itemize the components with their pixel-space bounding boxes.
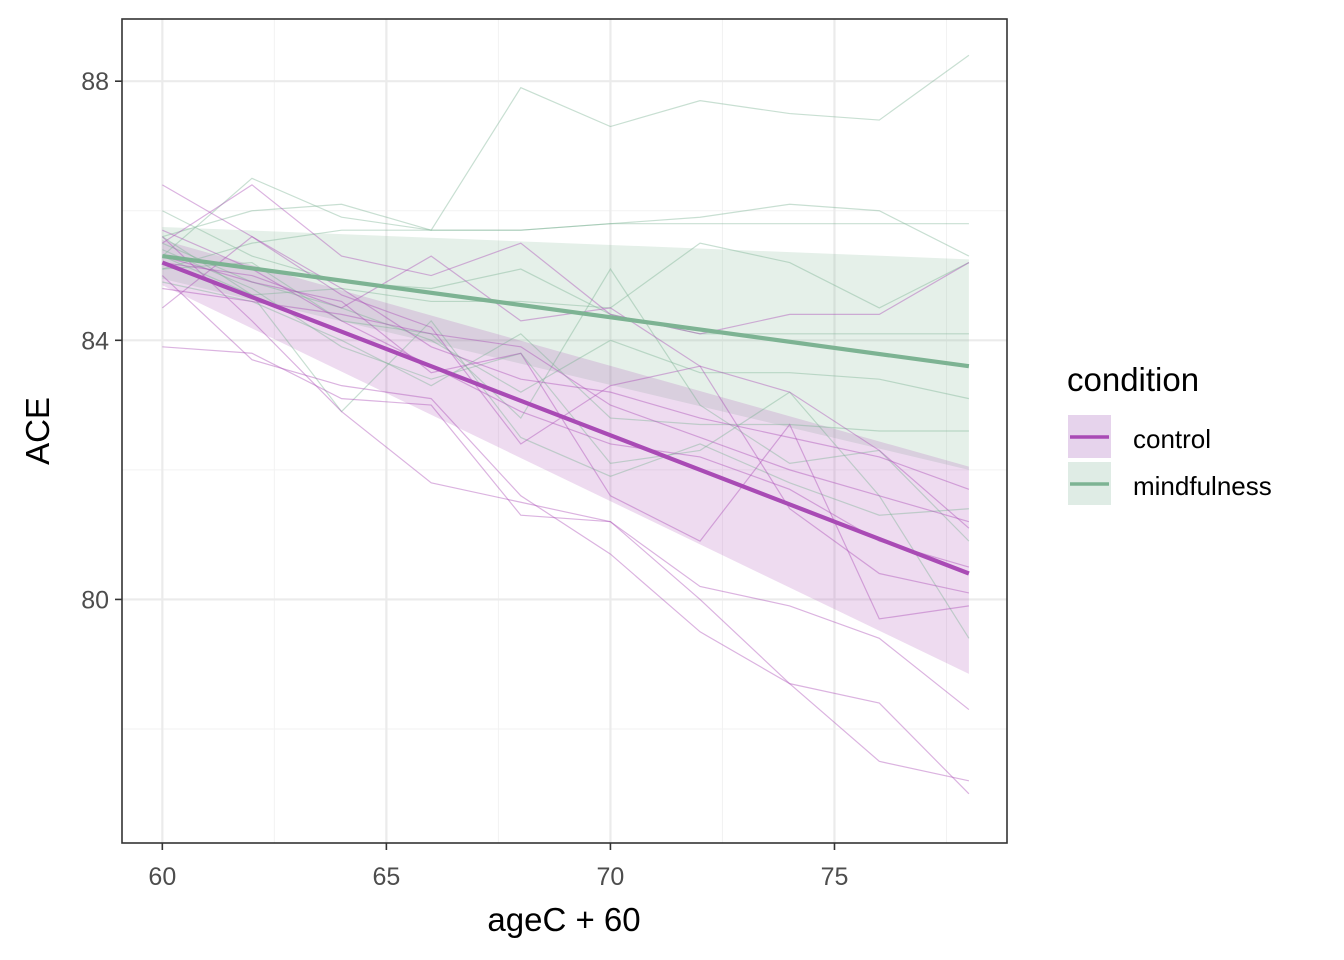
y-axis-title: ACE: [19, 397, 56, 465]
trajectory-control: [162, 346, 970, 711]
y-axis-ticks: 80 84 88: [81, 68, 122, 614]
x-tick-label: 70: [597, 863, 625, 891]
trajectory-control: [161, 235, 970, 594]
legend-title: condition: [1067, 361, 1199, 398]
fit-lines: [161, 254, 970, 576]
trajectory-mindfulness: [162, 242, 970, 400]
y-tick-label: 84: [81, 327, 109, 355]
trajectory-mindfulness: [162, 281, 969, 432]
trajectory-control: [162, 229, 970, 568]
trajectory-mindfulness: [162, 249, 970, 639]
trajectory-control: [162, 184, 970, 335]
confidence-ribbons: [162, 226, 969, 674]
ribbon-control: [162, 239, 969, 674]
fit-line-mindfulness: [162, 254, 970, 369]
trajectory-control: [161, 275, 970, 795]
plot-background: [122, 19, 1007, 843]
grid: [122, 19, 1007, 843]
fit-line-control: [161, 260, 970, 576]
trajectory-control: [162, 255, 970, 529]
trajectory-mindfulness: [162, 236, 969, 516]
trajectory-mindfulness: [162, 242, 970, 309]
x-axis-title: ageC + 60: [487, 901, 640, 938]
plot-border: [121, 18, 1008, 844]
legend-item-mindfulness: mindfulness: [1068, 462, 1272, 505]
trajectory-control: [161, 236, 970, 782]
trajectory-control: [162, 287, 970, 523]
trajectory-mindfulness: [162, 54, 970, 238]
legend: condition control mindfulness: [1067, 361, 1272, 505]
legend-label-control: control: [1133, 424, 1211, 454]
trajectory-mindfulness: [162, 261, 970, 542]
x-axis-ticks: 60 65 70 75: [148, 843, 848, 891]
ribbon-mindfulness: [162, 226, 969, 470]
trajectory-mindfulness: [162, 203, 970, 270]
y-tick-label: 80: [81, 586, 109, 614]
legend-item-control: control: [1068, 415, 1211, 458]
trajectory-mindfulness: [161, 177, 969, 257]
y-tick-label: 88: [81, 68, 109, 96]
legend-label-mindfulness: mindfulness: [1133, 471, 1272, 501]
x-tick-label: 75: [821, 863, 849, 891]
trajectory-mindfulness: [162, 210, 969, 335]
x-tick-label: 65: [372, 863, 400, 891]
individual-trajectories: [161, 54, 970, 795]
trajectory-control: [162, 184, 970, 490]
x-tick-label: 60: [148, 863, 176, 891]
